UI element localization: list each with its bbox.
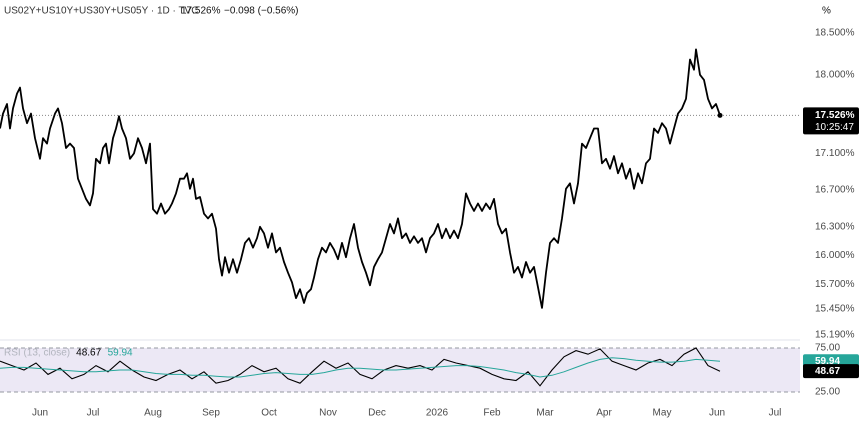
price-line-series <box>0 48 721 309</box>
y-tick-label: 18.000% <box>815 69 855 80</box>
y-tick-label: 25.00 <box>815 387 840 398</box>
y-tick-label: 15.450% <box>815 304 855 315</box>
x-tick-label: Sep <box>202 408 220 419</box>
x-tick-label: May <box>653 408 672 419</box>
value-box-label: 59.94 <box>815 356 840 367</box>
x-tick-label: Aug <box>144 408 162 419</box>
y-tick-label: 16.700% <box>815 184 855 195</box>
value-box <box>803 364 859 379</box>
change: −0.098 (−0.56%) <box>224 6 299 17</box>
x-tick-label: Dec <box>368 408 386 419</box>
y-tick-label: 16.300% <box>815 221 855 232</box>
y-tick-label: 15.190% <box>815 330 855 341</box>
x-tick-label: Nov <box>319 408 337 419</box>
scale-button[interactable]: % <box>822 6 831 17</box>
pane-value: 59.94 <box>108 348 133 359</box>
x-tick-label: Apr <box>596 408 612 419</box>
x-tick-label: Jun <box>32 408 48 419</box>
y-tick-label: 15.700% <box>815 279 855 290</box>
rsi-line <box>0 357 721 378</box>
pane-value: 48.67 <box>76 348 101 359</box>
price-label-box <box>803 107 859 135</box>
value-box-label: 48.67 <box>815 366 840 377</box>
x-tick-label: Oct <box>261 408 277 419</box>
x-tick-label: Jul <box>87 408 100 419</box>
y-tick-label: 75.00 <box>815 343 840 354</box>
pane-title: RSI (13, close) <box>4 348 70 359</box>
price-label: 17.526% <box>815 110 855 121</box>
x-tick-label: Feb <box>483 408 501 419</box>
y-tick-label: 17.100% <box>815 148 855 159</box>
countdown: 10:25:47 <box>815 122 854 133</box>
y-tick-label: 18.500% <box>815 27 855 38</box>
y-tick-label: 16.000% <box>815 250 855 261</box>
x-tick-label: Jun <box>709 408 725 419</box>
x-tick-label: Mar <box>536 408 554 419</box>
x-tick-label: Jul <box>769 408 782 419</box>
last-point <box>717 112 723 118</box>
symbol: US02Y+US10Y+US30Y+US05Y · 1D · TVC <box>4 6 198 17</box>
rsi-line <box>0 347 721 387</box>
last-price: 17.526% <box>181 6 221 17</box>
x-tick-label: 2026 <box>426 408 449 419</box>
